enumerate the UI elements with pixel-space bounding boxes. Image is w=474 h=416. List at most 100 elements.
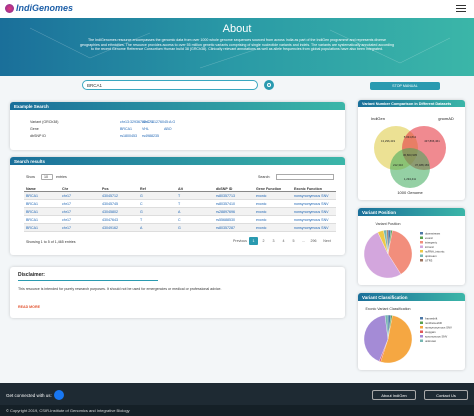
example-link[interactable]: chr13:32936732:C:G: [120, 120, 154, 124]
table-cell[interactable]: rs80357410: [216, 201, 235, 206]
example-link[interactable]: VHL: [142, 127, 149, 131]
table-cell[interactable]: exonic: [256, 217, 267, 222]
table-cell[interactable]: rs28897696: [216, 209, 235, 214]
column-header[interactable]: Name: [26, 186, 36, 191]
legend-swatch: [420, 339, 423, 342]
table-cell[interactable]: G: [178, 225, 181, 230]
table-cell[interactable]: T: [178, 201, 181, 206]
table-cell[interactable]: nonsynonymous SNV: [294, 201, 329, 206]
table-cell[interactable]: 43045745: [102, 201, 118, 206]
table-cell[interactable]: BRCA1: [26, 201, 38, 206]
column-header[interactable]: Gene Function: [256, 186, 282, 191]
table-cell[interactable]: A: [140, 225, 143, 230]
pie-panel: Variant Classification Exonic Variant Cla…: [358, 293, 465, 370]
table-cell[interactable]: A: [178, 209, 181, 214]
page-button[interactable]: 2: [262, 239, 265, 243]
table-cell[interactable]: nonsynonymous SNV: [294, 225, 329, 230]
example-link[interactable]: ABO: [164, 127, 172, 131]
table-row: [24, 192, 336, 200]
table-cell[interactable]: BRCA1: [26, 193, 38, 198]
table-cell[interactable]: 43047643: [102, 217, 118, 222]
column-header[interactable]: Alt: [178, 186, 183, 191]
length-select[interactable]: 10: [41, 173, 53, 180]
logo[interactable]: IndiGenomes: [16, 3, 74, 13]
copyright-bar: [0, 405, 474, 416]
table-cell[interactable]: chr17: [62, 201, 71, 206]
table-cell[interactable]: nonsynonymous SNV: [294, 209, 329, 214]
table-row: [24, 224, 336, 232]
legend-swatch: [420, 245, 423, 248]
table-cell[interactable]: G: [140, 209, 143, 214]
table-info: Showing 1 to 5 of 1,465 entries: [26, 240, 76, 244]
page-button[interactable]: ...: [302, 239, 305, 243]
table-cell[interactable]: chr17: [62, 193, 71, 198]
table-cell[interactable]: nonsynonymous SNV: [294, 217, 329, 222]
facebook-button[interactable]: [54, 390, 64, 400]
table-cell[interactable]: rs80357713: [216, 193, 235, 198]
table-cell[interactable]: BRCA1: [26, 209, 38, 214]
table-cell[interactable]: 43045712: [102, 193, 118, 198]
table-cell[interactable]: rs55688530: [216, 217, 235, 222]
menu-line: [456, 11, 466, 13]
table-cell[interactable]: chr17: [62, 209, 71, 214]
table-search[interactable]: [276, 173, 334, 180]
table-cell[interactable]: BRCA1: [26, 225, 38, 230]
table-row: [24, 216, 336, 224]
page-button[interactable]: Next: [323, 239, 331, 243]
manual-button[interactable]: STOP MANUAL: [370, 82, 440, 90]
column-header[interactable]: Chr: [62, 186, 69, 191]
table-cell[interactable]: T: [140, 217, 143, 222]
table-cell[interactable]: nonsynonymous SNV: [294, 193, 329, 198]
example-link[interactable]: chr17:41276045:A:G: [142, 120, 176, 124]
venn-diagram: IndiGen gnomAD 1000 Genome 13,296,419 437,86…: [371, 116, 454, 195]
example-link[interactable]: rs4988235: [142, 134, 159, 138]
pie-slice: [363, 315, 389, 362]
read-more[interactable]: READ MORE: [18, 305, 40, 309]
table-cell[interactable]: chr17: [62, 225, 71, 230]
table-cell[interactable]: exonic: [256, 225, 267, 230]
table-cell[interactable]: exonic: [256, 209, 267, 214]
column-header[interactable]: Pos: [102, 186, 109, 191]
table-cell[interactable]: T: [178, 193, 181, 198]
table-cell[interactable]: C: [178, 217, 181, 222]
page-button[interactable]: 5: [292, 239, 295, 243]
venn-region-label: 37,488,183: [415, 163, 429, 167]
about-button[interactable]: About IndiGen: [372, 390, 416, 400]
page-button[interactable]: 296: [310, 239, 317, 243]
example-link[interactable]: rs1800453: [120, 134, 137, 138]
search-button[interactable]: [264, 80, 274, 90]
search-input[interactable]: BRCA1: [82, 80, 258, 90]
hero: About The IndiGenomes resource encompasse…: [0, 18, 474, 76]
hero-network: [29, 27, 451, 69]
panel-title: Example Search: [10, 102, 345, 110]
table-cell[interactable]: exonic: [256, 193, 267, 198]
venn-set-label: IndiGen: [371, 116, 385, 121]
disclaimer-panel: Disclaimer: This resource is intended for…: [10, 267, 345, 318]
network-line: [29, 27, 91, 59]
search-label: Search:: [258, 175, 271, 179]
disclaimer-text: This resource is intended for purely res…: [18, 287, 222, 291]
page-button[interactable]: 1: [249, 237, 258, 245]
table-cell[interactable]: exonic: [256, 201, 267, 206]
page-button[interactable]: 3: [272, 239, 275, 243]
menu-button[interactable]: [456, 5, 466, 13]
table-cell[interactable]: C: [140, 201, 143, 206]
pie-panel: Variant Position Variant Position downstre…: [358, 208, 465, 285]
table-cell[interactable]: rs80357287: [216, 225, 235, 230]
contact-button[interactable]: Contact Us: [424, 390, 468, 400]
table-cell[interactable]: 43045802: [102, 209, 118, 214]
pie-slice: [386, 229, 389, 255]
column-header[interactable]: Ref: [140, 186, 146, 191]
column-header[interactable]: Exonic Function: [294, 186, 322, 191]
table-cell[interactable]: BRCA1: [26, 217, 38, 222]
column-header[interactable]: dbSNP ID: [216, 186, 233, 191]
page-button[interactable]: Previous: [233, 239, 247, 243]
table-cell[interactable]: 43049162: [102, 225, 118, 230]
table-cell[interactable]: G: [140, 193, 143, 198]
legend-swatch: [420, 250, 423, 253]
table-cell[interactable]: chr17: [62, 217, 71, 222]
legend-swatch: [420, 326, 423, 329]
page-button[interactable]: 4: [282, 239, 285, 243]
example-link[interactable]: BRCA1: [120, 127, 132, 131]
